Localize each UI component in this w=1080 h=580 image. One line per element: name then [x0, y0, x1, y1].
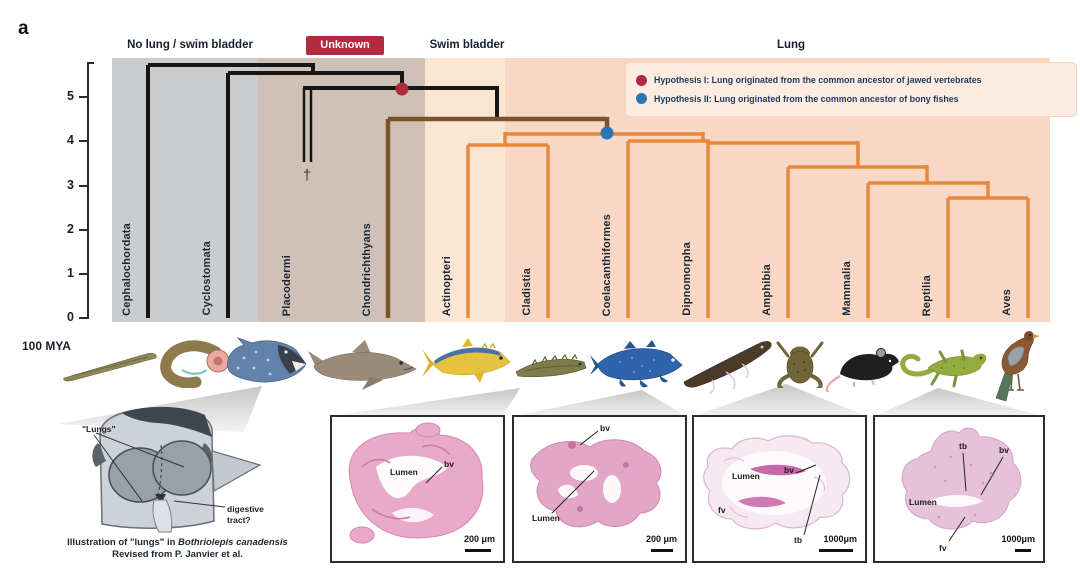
taxon-label-cephalochordata: Cephalochordata: [121, 223, 133, 316]
zone-label-swim-bladder: Swim bladder: [429, 39, 505, 51]
time-axis-ticks: 5 4 3 2 1 0: [0, 0, 100, 580]
axis-tick-label-1: 1: [67, 266, 74, 280]
lizard-icon: [900, 349, 987, 388]
histology-panel-bichir: Lumen bv 200 μm: [330, 415, 505, 563]
caption-line2: Revised from P. Janvier et al.: [112, 548, 243, 560]
axis-tick-4: [79, 140, 87, 142]
legend-dot-icon-2: [636, 93, 647, 105]
illustration-caption: Illustration of "lungs" in Bothriolepis …: [25, 537, 330, 561]
cone-panel-2: [514, 390, 686, 416]
taxon-label-placodermi: Placodermi: [281, 254, 293, 316]
axis-tick-3: [79, 185, 87, 187]
axis-tick-2: [79, 229, 87, 231]
scale-label: 1000μm: [823, 534, 857, 544]
scale-label: 200 μm: [463, 534, 495, 544]
taxon-label-chondrichthyans: Chondrichthyans: [361, 222, 373, 316]
axis-tick-label-5: 5: [67, 89, 74, 103]
zone-label-lung: Lung: [776, 39, 806, 51]
histology-label-tb: tb: [794, 535, 803, 545]
histology-label-tb: tb: [959, 441, 968, 451]
shark-icon: [308, 340, 417, 390]
histology-label-bv: bv: [444, 459, 454, 469]
bichir-icon: [515, 353, 587, 378]
caption-prefix: Illustration of "lungs" in: [67, 537, 179, 548]
lungs-callout-label: "Lungs": [82, 424, 116, 434]
histology-label-bv: bv: [600, 423, 610, 433]
legend-text-1: Hypothesis I: Lung originated from the c…: [654, 75, 982, 86]
axis-tick-label-2: 2: [67, 222, 74, 236]
legend-row-2: Hypothesis II: Lung originated from the …: [636, 93, 1066, 105]
histology-image-1: [348, 422, 484, 544]
histology-image-2: [530, 430, 662, 528]
axis-tick-label-4: 4: [67, 133, 74, 147]
histology-panel-lungfish: Lumen bv fv tb 1000μm: [692, 415, 867, 563]
scale-bar: [465, 549, 491, 552]
taxon-label-actinopteri: Actinopteri: [441, 255, 453, 316]
bothriolepis-lung-illustration: [92, 406, 262, 533]
mouse-icon: [825, 348, 904, 392]
bird-icon: [995, 331, 1040, 402]
histology-label-fv: fv: [718, 505, 726, 515]
hypothesis-legend: Hypothesis I: Lung originated from the c…: [625, 62, 1077, 117]
legend-dot-icon-1: [636, 74, 647, 86]
scale-bar: [651, 549, 673, 552]
histology-panel-coelacanth: bv Lumen 200 μm: [512, 415, 687, 563]
histology-label-bv: bv: [784, 465, 794, 475]
histology-panel-tetrapod: tb bv Lumen fv 1000μm: [873, 415, 1045, 563]
zone-label-unknown-badge: Unknown: [306, 36, 384, 55]
band-unknown-zone: [258, 58, 425, 322]
hypothesis-2-node: [600, 126, 614, 140]
taxon-label-coelacanthiformes: Coelacanthiformes: [601, 213, 613, 316]
scale-bar: [819, 549, 853, 552]
scale-bar: [1015, 549, 1031, 552]
axis-tick-5: [79, 96, 87, 98]
lungfish-icon: [683, 341, 772, 394]
axis-tick-0: [79, 317, 87, 319]
legend-row-1: Hypothesis I: Lung originated from the c…: [636, 74, 1066, 86]
scale-label: 200 μm: [645, 534, 677, 544]
hypothesis-1-node: [395, 82, 409, 96]
digestive-tract-callout-label: digestive tract?: [227, 504, 264, 526]
histology-label-bv: bv: [999, 445, 1009, 455]
taxon-label-aves: Aves: [1001, 289, 1013, 316]
histology-label-lumen: Lumen: [532, 513, 560, 523]
scale-label: 1000μm: [1001, 534, 1035, 544]
taxon-label-amphibia: Amphibia: [761, 264, 773, 316]
band-swim-bladder-zone: [425, 58, 505, 322]
cone-panel-1: [332, 388, 520, 416]
frog-icon: [776, 341, 824, 388]
cone-panel-4: [875, 388, 1042, 416]
lancelet-icon: [63, 352, 157, 382]
taxon-label-reptilia: Reptilia: [921, 274, 933, 316]
axis-tick-1: [79, 273, 87, 275]
taxon-label-cyclostomata: Cyclostomata: [201, 241, 213, 316]
histology-label-fv: fv: [939, 543, 947, 553]
zone-label-no-lung: No lung / swim bladder: [127, 39, 253, 51]
lamprey-icon: [160, 340, 230, 388]
caption-species: Bothriolepis canadensis: [178, 537, 288, 548]
panel-letter: a: [18, 18, 29, 39]
cone-panel-3: [694, 384, 866, 416]
legend-text-2: Hypothesis II: Lung originated from the …: [654, 93, 959, 104]
axis-tick-label-3: 3: [67, 178, 74, 192]
band-no-lung-zone: [112, 58, 258, 322]
time-axis-cap: [87, 62, 94, 64]
taxon-label-mammalia: Mammalia: [841, 261, 853, 316]
placodermi-extinct-dagger: †: [303, 167, 311, 184]
axis-tick-label-0: 0: [67, 310, 74, 324]
placoderm-icon: [227, 337, 307, 383]
time-axis-unit: 100 MYA: [22, 339, 71, 353]
time-axis-line: [87, 62, 89, 319]
histology-label-lumen: Lumen: [732, 471, 760, 481]
histology-image-4: [901, 427, 1022, 542]
histology-label-lumen: Lumen: [390, 467, 418, 477]
coelacanth-icon: [590, 340, 683, 388]
taxon-label-dipnomorpha: Dipnomorpha: [681, 242, 693, 316]
tuna-icon: [422, 338, 511, 383]
taxon-label-cladistia: Cladistia: [521, 268, 533, 316]
histology-label-lumen: Lumen: [909, 497, 937, 507]
histology-image-3: [703, 435, 851, 536]
